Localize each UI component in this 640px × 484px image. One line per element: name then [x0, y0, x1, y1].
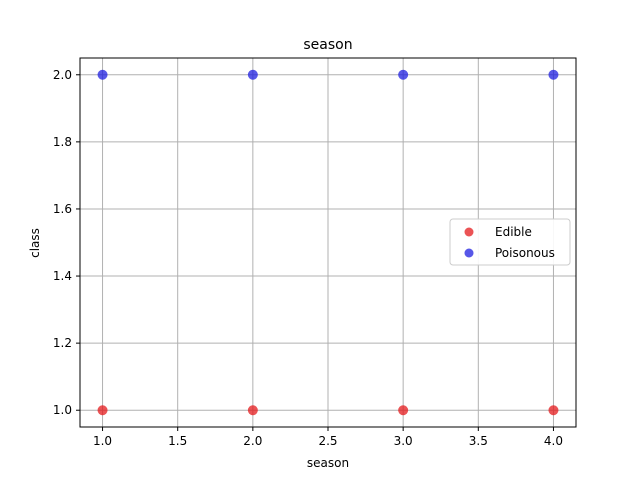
y-tick-label: 2.0 [53, 68, 72, 82]
scatter-point-poisonous [548, 69, 559, 80]
scatter-point-edible [247, 405, 258, 416]
scatter-point-edible [398, 405, 409, 416]
legend: Edible Poisonous [449, 218, 571, 266]
y-tick-label: 1.2 [53, 336, 72, 350]
scatter-point-edible [97, 405, 108, 416]
x-tick-label: 3.5 [469, 434, 488, 448]
chart-title: season [303, 37, 352, 53]
x-tick-label: 1.5 [168, 434, 187, 448]
x-tick-label: 3.0 [394, 434, 413, 448]
legend-label-poisonous: Poisonous [495, 246, 555, 260]
x-axis-label: season [307, 456, 349, 470]
x-tick-label: 2.0 [243, 434, 262, 448]
scatter-point-edible [548, 405, 559, 416]
legend-marker-edible [464, 227, 474, 237]
y-tick-label: 1.8 [53, 135, 72, 149]
y-tick-label: 1.6 [53, 202, 72, 216]
scatter-point-poisonous [247, 69, 258, 80]
legend-label-edible: Edible [495, 225, 532, 239]
legend-box [449, 218, 571, 266]
x-tick-label: 2.5 [318, 434, 337, 448]
y-tick-label: 1.0 [53, 403, 72, 417]
scatter-point-poisonous [398, 69, 409, 80]
x-tick-label: 4.0 [544, 434, 563, 448]
legend-marker-poisonous [464, 248, 474, 258]
scatter-point-poisonous [97, 69, 108, 80]
y-tick-label: 1.4 [53, 269, 72, 283]
x-tick-label: 1.0 [93, 434, 112, 448]
ticks-layer: 1.0 1.5 2.0 2.5 3.0 3.5 4.0 1.0 1.2 1.4 1.6 1.8 2.0 [53, 68, 563, 448]
points-layer [97, 69, 559, 416]
y-axis-label: class [28, 228, 42, 258]
